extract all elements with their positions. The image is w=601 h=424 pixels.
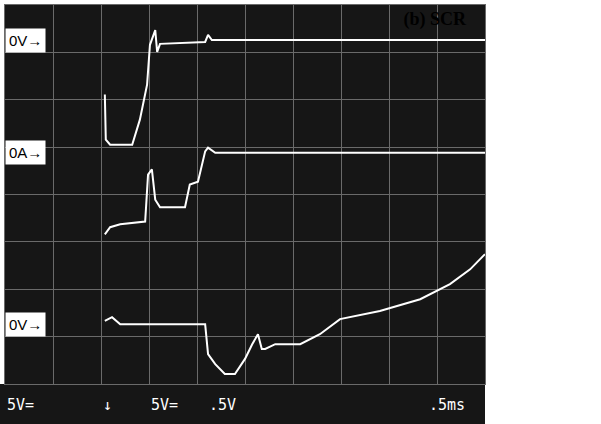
svg-text:↓: ↓ — [103, 396, 112, 414]
svg-text:0A→: 0A→ — [9, 144, 42, 161]
svg-text:.5ms: .5ms — [429, 396, 465, 414]
svg-text:.5V: .5V — [209, 396, 236, 414]
svg-text:(b) SCR: (b) SCR — [403, 9, 467, 30]
svg-text:0V→: 0V→ — [9, 32, 42, 49]
svg-text:5V=: 5V= — [151, 396, 178, 414]
svg-text:0V→: 0V→ — [9, 316, 42, 333]
svg-text:5V=: 5V= — [7, 396, 34, 414]
